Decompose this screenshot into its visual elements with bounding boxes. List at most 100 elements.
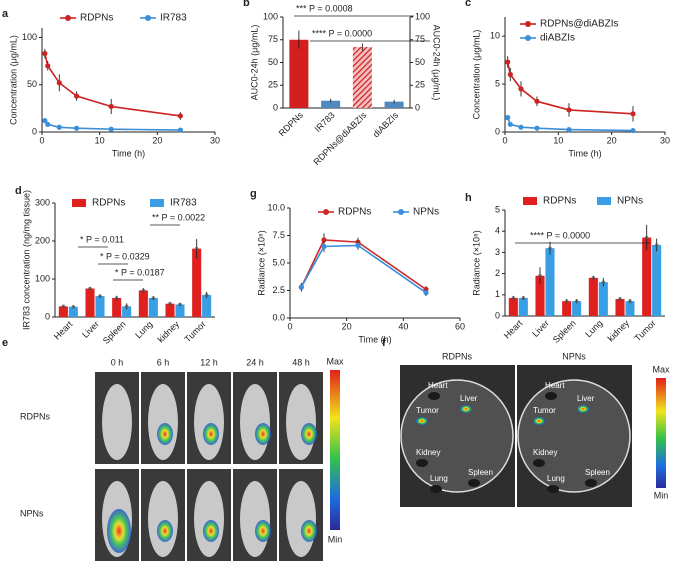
- y-axis-label: IR783 concentration (ng/mg tissue): [21, 190, 31, 330]
- y-tick-label: 50: [27, 79, 37, 89]
- column-label: NPNs: [562, 351, 586, 361]
- point: [518, 86, 524, 92]
- x-tick-label: Heart: [502, 318, 525, 341]
- row-label: NPNs: [20, 508, 44, 518]
- bar: [95, 296, 105, 317]
- point: [42, 50, 48, 57]
- bar: [625, 301, 635, 316]
- bar-cap: [204, 293, 209, 297]
- organ: [416, 459, 428, 467]
- y-tick-label: 0: [495, 126, 500, 136]
- legend-label: IR783: [160, 13, 187, 24]
- x-tick-label: 30: [210, 135, 220, 145]
- y-tick-label: 25: [268, 80, 278, 90]
- chart-panel: g 0.0 2.5 5.0 7.5 10.0 0 20 40 60 Time (h) Radiance…: [250, 188, 465, 344]
- legend-label: diABZIs: [540, 33, 575, 44]
- y-tick-label: 10.0: [267, 202, 285, 212]
- bar-cap: [114, 296, 119, 300]
- organ-label: Lung: [430, 474, 448, 483]
- x-tick-label: Heart: [52, 319, 75, 342]
- organ: [545, 392, 557, 400]
- x-tick-label: Liver: [530, 318, 551, 339]
- point: [74, 93, 80, 99]
- bar-cap: [151, 296, 156, 300]
- organ: [416, 417, 428, 425]
- bar: [352, 47, 372, 108]
- bar-cap: [124, 304, 129, 309]
- y-tick-label: 5.0: [272, 257, 285, 267]
- point: [566, 107, 572, 113]
- bar-cap: [601, 280, 606, 284]
- y-tick-label: 3: [495, 247, 500, 257]
- bar: [562, 301, 572, 316]
- mouse-body: [240, 384, 270, 460]
- mouse-body: [148, 481, 178, 557]
- y2-tick-label: 50: [415, 57, 425, 67]
- organ-label: Liver: [460, 394, 478, 403]
- bar: [58, 306, 68, 317]
- x-axis-label: Time (h): [568, 148, 601, 158]
- y-tick-label: 50: [268, 57, 278, 67]
- signal: [107, 509, 131, 553]
- x-tick-label: 30: [660, 135, 670, 145]
- color-bar: [656, 378, 666, 488]
- y-axis-label: AUC0-24h (μg/mL): [249, 25, 259, 101]
- panel-label: d: [15, 185, 22, 197]
- column-label: 48 h: [292, 357, 310, 367]
- bar-cap: [654, 243, 659, 247]
- bar: [202, 294, 212, 317]
- signal: [301, 423, 317, 445]
- x-tick-label: Spleen: [101, 319, 128, 346]
- legend-swatch: [150, 199, 164, 207]
- y-tick-label: 0: [32, 126, 37, 136]
- bar: [572, 301, 582, 316]
- mouse-body: [194, 384, 224, 460]
- legend-marker: [525, 21, 531, 27]
- y-tick-label: 2.5: [272, 285, 285, 295]
- bar: [289, 39, 309, 108]
- signal: [157, 423, 173, 445]
- y-tick-label: 0: [273, 102, 278, 112]
- bar: [518, 297, 528, 316]
- bar: [192, 248, 202, 317]
- line: [300, 244, 427, 294]
- mouse-body: [102, 384, 132, 460]
- chart-panel: c 0 5 10 0 10 20 30 Time (h) Concentration (μg/mL…: [465, 0, 670, 158]
- column-label: 0 h: [111, 357, 124, 367]
- annotation: **** P = 0.0000: [312, 28, 372, 38]
- y-tick-label: 200: [35, 235, 50, 245]
- chart-panel: h 0 1 2 3 4 5 Radiance (×10⁸) Heart Liver Spleen Lu…: [465, 192, 665, 345]
- organ-label: Heart: [545, 381, 565, 390]
- scale-label: Min: [328, 534, 343, 544]
- bar-cap: [98, 294, 102, 298]
- bar: [138, 290, 148, 317]
- y2-tick-label: 75: [415, 34, 425, 44]
- organ: [533, 417, 545, 425]
- signal: [301, 520, 317, 542]
- x-tick-label: kidney: [156, 319, 182, 345]
- bar-cap: [141, 288, 146, 293]
- panel-label: f: [382, 337, 386, 349]
- legend-label: RDPNs: [543, 196, 576, 207]
- bar: [598, 282, 608, 316]
- legend-label: RDPNs: [92, 198, 125, 209]
- legend-marker: [145, 15, 151, 21]
- x-tick-label: Spleen: [551, 318, 578, 345]
- bar: [384, 101, 404, 108]
- legend-swatch: [523, 197, 537, 205]
- x-tick-label: Tumor: [183, 319, 208, 344]
- y-axis-label: Radiance (×10⁸): [471, 230, 481, 296]
- bar-cap: [574, 299, 579, 303]
- mouse-body: [286, 384, 316, 460]
- x-tick-label: 0: [39, 135, 44, 145]
- panel-label: e: [2, 337, 8, 349]
- bar: [508, 297, 518, 316]
- signal: [255, 423, 271, 445]
- y2-tick-label: 25: [415, 80, 425, 90]
- bar-cap: [71, 304, 76, 309]
- bar-cap: [521, 296, 526, 300]
- bar-cap: [194, 246, 199, 251]
- bar: [535, 275, 545, 316]
